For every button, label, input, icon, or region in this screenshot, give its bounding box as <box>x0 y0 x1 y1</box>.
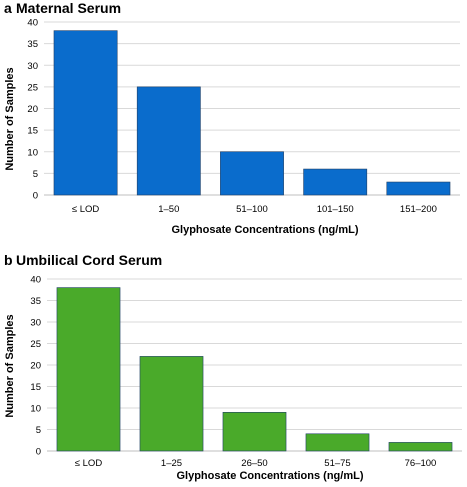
x-tick-label: 51–75 <box>324 458 350 469</box>
x-axis-label: Glyphosate Concentrations (ng/mL) <box>176 470 363 482</box>
y-tick-label: 40 <box>30 275 41 286</box>
bar-maternal-0 <box>53 30 118 196</box>
panel-letter-b: b <box>4 252 13 268</box>
bar-maternal-3 <box>303 168 368 196</box>
x-tick-label: ≤ LOD <box>75 458 103 469</box>
chart-title-maternal: Maternal Serum <box>16 0 121 16</box>
bar-umbilical-4 <box>388 442 453 452</box>
x-tick-label: 151–200 <box>400 204 437 215</box>
panel-letter-a: a <box>4 0 12 16</box>
y-ticks: 0 5 10 15 20 25 30 35 40 <box>30 275 41 458</box>
y-tick-label: 25 <box>30 339 41 350</box>
bar-umbilical-1 <box>139 356 204 452</box>
bars <box>53 30 451 196</box>
y-tick-label: 20 <box>27 104 38 115</box>
x-tick-label: 101–150 <box>317 204 354 215</box>
y-axis-label: Number of Samples <box>4 314 16 417</box>
bar-maternal-1 <box>136 86 201 196</box>
y-tick-label: 5 <box>33 169 38 180</box>
x-tick-label: 1–25 <box>161 458 182 469</box>
y-tick-label: 5 <box>36 425 41 436</box>
umbilical-cord-serum-chart: b Umbilical Cord Serum 0510152025303540 … <box>4 252 462 482</box>
y-tick-label: 35 <box>30 296 41 307</box>
x-axis-label: Glyphosate Concentrations (ng/mL) <box>171 224 358 236</box>
x-ticks: ≤ LOD 1–50 51–100 101–150 151–200 <box>72 204 437 215</box>
y-tick-label: 15 <box>30 382 41 393</box>
bar-maternal-2 <box>220 151 284 196</box>
y-tick-label: 20 <box>30 361 41 372</box>
x-tick-label: 1–50 <box>158 204 179 215</box>
bar-umbilical-3 <box>305 433 370 452</box>
y-tick-label: 30 <box>27 61 38 72</box>
x-tick-label: 76–100 <box>405 458 437 469</box>
maternal-serum-chart: a Maternal Serum 0 5 10 15 20 25 30 35 40 ≤ LOD 1… <box>4 0 460 236</box>
y-tick-label: 25 <box>27 82 38 93</box>
y-tick-label: 35 <box>27 39 38 50</box>
x-tick-label: 26–50 <box>241 458 267 469</box>
y-tick-label: 0 <box>36 447 41 458</box>
x-tick-label: ≤ LOD <box>72 204 100 215</box>
y-tick-label: 40 <box>27 18 38 29</box>
bars <box>56 287 453 452</box>
y-tick-label: 30 <box>30 318 41 329</box>
bar-maternal-4 <box>386 181 451 196</box>
y-tick-label: 15 <box>27 126 38 137</box>
y-axis-label: Number of Samples <box>4 67 16 170</box>
bar-umbilical-2 <box>222 412 287 452</box>
y-ticks: 0 5 10 15 20 25 30 35 40 <box>27 18 38 202</box>
y-tick-label: 10 <box>27 147 38 158</box>
x-ticks: ≤ LOD 1–25 26–50 51–75 76–100 <box>75 458 437 469</box>
chart-title-umbilical: Umbilical Cord Serum <box>16 252 162 268</box>
y-tick-label: 0 <box>33 191 38 202</box>
y-tick-label: 10 <box>30 404 41 415</box>
x-tick-label: 51–100 <box>236 204 268 215</box>
bar-umbilical-0 <box>56 287 121 452</box>
